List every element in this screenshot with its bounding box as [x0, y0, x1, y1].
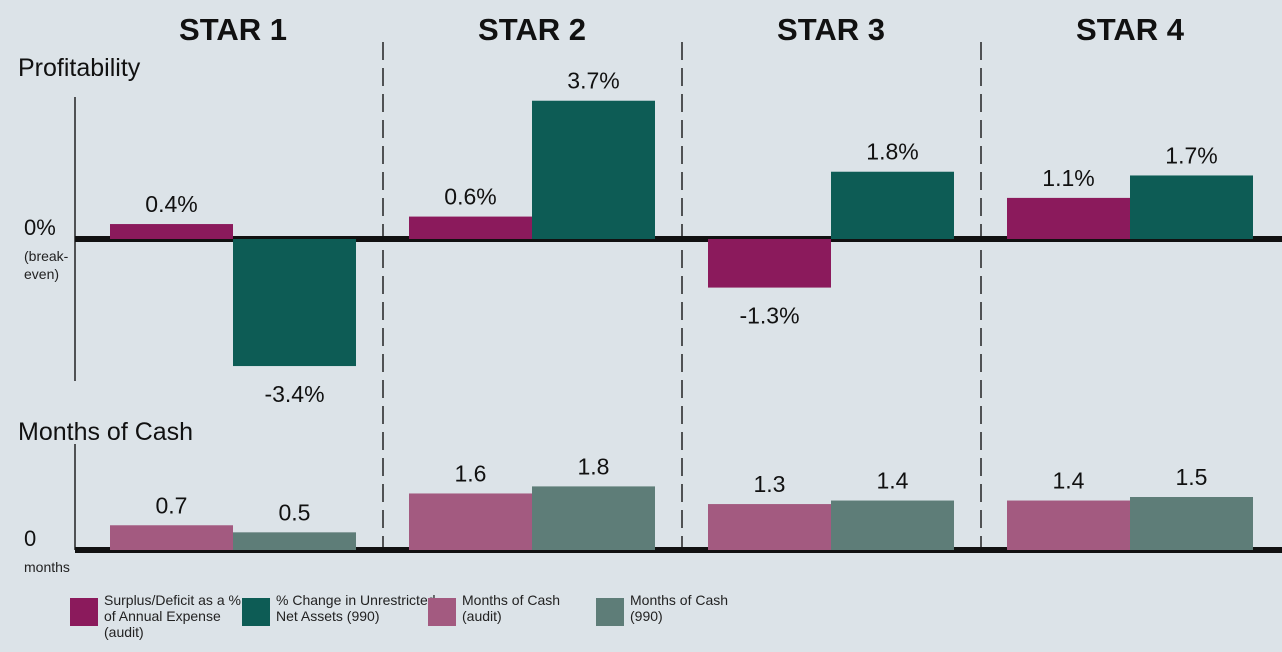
legend-swatch — [428, 598, 456, 626]
note-line: even) — [24, 266, 59, 282]
bar — [532, 486, 655, 550]
legend-item: Months of Cash (audit) — [428, 592, 582, 626]
value-label: 1.8% — [866, 139, 918, 165]
legend-swatch — [242, 598, 270, 626]
bar — [708, 239, 831, 288]
column-header: STAR 2 — [478, 12, 586, 47]
y-tick-label: 0% — [24, 215, 56, 240]
bar — [831, 500, 954, 550]
value-label: 1.5 — [1176, 464, 1208, 490]
bar — [532, 100, 655, 239]
bar — [233, 239, 356, 367]
bar — [110, 224, 233, 239]
bar — [1130, 175, 1253, 239]
legend-label: % Change in Unrestricted Net Assets (990… — [276, 592, 436, 624]
legend-swatch — [596, 598, 624, 626]
value-label: 1.6 — [455, 460, 487, 486]
legend-label: Months of Cash (990) — [630, 592, 729, 624]
bar — [110, 525, 233, 550]
legend-label: Months of Cash (audit) — [462, 592, 561, 624]
bar — [233, 532, 356, 550]
value-label: 0.4% — [145, 191, 197, 217]
legend-item: Surplus/Deficit as a % of Annual Expense… — [70, 592, 244, 640]
note-line: (break- — [24, 248, 69, 264]
value-label: 1.4 — [877, 468, 909, 494]
chart-title: Profitability — [18, 54, 141, 82]
value-label: 0.6% — [444, 184, 496, 210]
column-header: STAR 3 — [777, 12, 885, 47]
bar — [708, 504, 831, 550]
bar — [1007, 197, 1130, 239]
value-label: 3.7% — [567, 68, 619, 94]
bar — [409, 493, 532, 550]
bar — [409, 216, 532, 239]
value-label: 1.1% — [1042, 165, 1094, 191]
legend-item: Months of Cash (990) — [596, 592, 750, 626]
chart: STAR 1 STAR 2 STAR 3 STAR 4 Profitability 0% (… — [18, 12, 1282, 575]
column-header: STAR 1 — [179, 12, 287, 47]
bar — [1007, 500, 1130, 550]
bar — [831, 171, 954, 239]
value-label: -3.4% — [264, 381, 324, 407]
column-header: STAR 4 — [1076, 12, 1185, 47]
value-label: 0.5 — [279, 499, 311, 525]
value-label: -1.3% — [739, 303, 799, 329]
legend-label: Surplus/Deficit as a % of Annual Expense… — [104, 592, 241, 640]
value-label: 1.8 — [578, 453, 610, 479]
value-label: 1.7% — [1165, 142, 1217, 168]
bar — [1130, 497, 1253, 550]
baseline-note: months — [24, 559, 70, 575]
y-tick-label: 0 — [24, 526, 36, 551]
chart-title: Months of Cash — [18, 418, 193, 446]
value-label: 0.7 — [156, 492, 188, 518]
legend-swatch — [70, 598, 98, 626]
value-label: 1.4 — [1053, 468, 1085, 494]
legend-item: % Change in Unrestricted Net Assets (990… — [242, 592, 436, 626]
value-label: 1.3 — [754, 471, 786, 497]
baseline-note: (break-even) — [24, 248, 69, 282]
